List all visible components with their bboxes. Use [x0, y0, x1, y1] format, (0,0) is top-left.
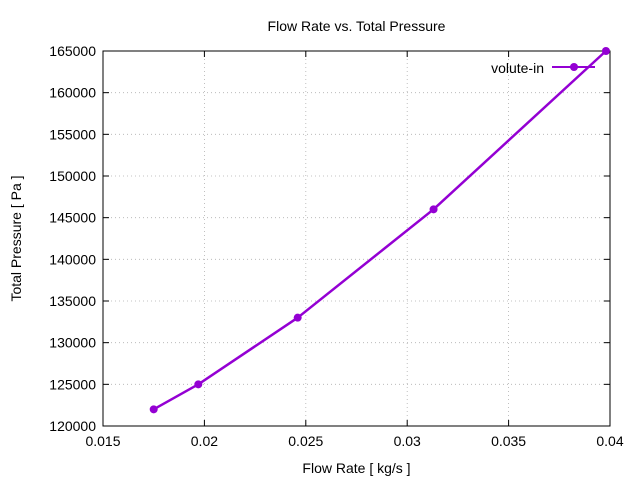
x-tick-label: 0.03 [394, 433, 421, 449]
y-tick-label: 150000 [49, 168, 96, 184]
grid [103, 51, 610, 426]
x-axis-label: Flow Rate [ kg/s ] [302, 460, 410, 476]
y-axis-label: Total Pressure [ Pa ] [8, 175, 24, 301]
plot-area-border [102, 50, 611, 427]
y-tick-label: 145000 [49, 210, 96, 226]
series-layer [149, 47, 610, 414]
legend-marker [570, 63, 578, 71]
legend: volute-in [491, 60, 595, 76]
legend-label: volute-in [491, 60, 544, 76]
y-tick-label: 160000 [49, 85, 96, 101]
tick-labels: 0.015 0.02 0.025 0.03 0.035 0.04 120000 125000 1… [49, 43, 624, 449]
data-point [429, 205, 438, 214]
y-tick-label: 155000 [49, 126, 96, 142]
x-tick-label: 0.04 [596, 433, 623, 449]
x-tick-label: 0.015 [85, 433, 120, 449]
x-tick-label: 0.02 [191, 433, 218, 449]
y-tick-label: 135000 [49, 293, 96, 309]
y-tick-label: 120000 [49, 418, 96, 434]
y-tick-label: 140000 [49, 251, 96, 267]
data-point [293, 313, 302, 322]
data-point [194, 380, 203, 389]
y-tick-label: 125000 [49, 376, 96, 392]
data-point [601, 47, 610, 55]
x-tick-label: 0.035 [491, 433, 526, 449]
chart-title: Flow Rate vs. Total Pressure [268, 18, 446, 34]
y-tick-label: 130000 [49, 335, 96, 351]
y-tick-label: 165000 [49, 43, 96, 59]
data-point [149, 405, 158, 414]
x-tick-label: 0.025 [288, 433, 323, 449]
